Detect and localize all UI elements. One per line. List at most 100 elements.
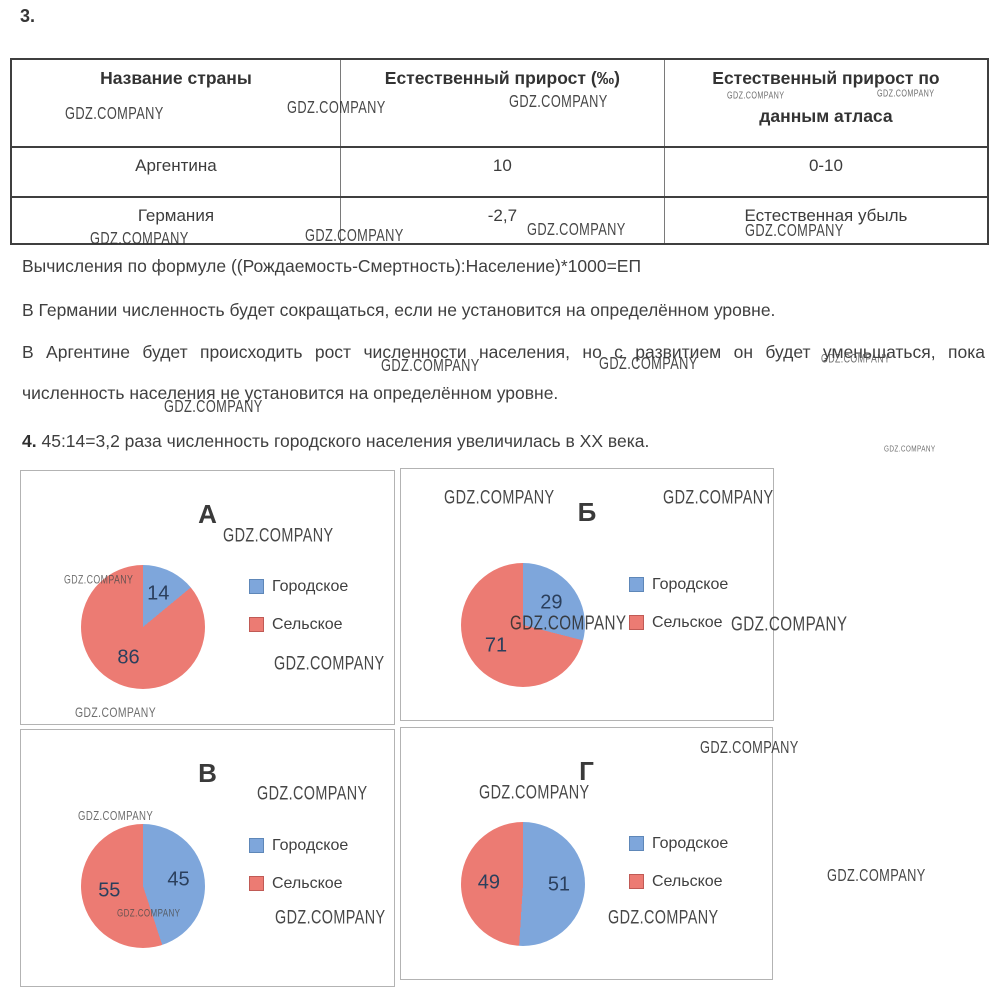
legend-label: Городское (272, 836, 349, 854)
legend-label: Сельское (272, 615, 343, 633)
table-body: Аргентина 10 0-10 Германия -2,7 Естественная … (10, 146, 989, 245)
pie-chart (461, 563, 585, 687)
watermark: GDZ.COMPANY (65, 105, 164, 124)
watermark: GDZ.COMPANY (599, 355, 698, 374)
chart-panel: Г 51 49 Городское Сельское (400, 727, 773, 980)
watermark: GDZ.COMPANY (510, 612, 627, 635)
watermark: GDZ.COMPANY (731, 613, 848, 636)
watermark: GDZ.COMPANY (444, 486, 555, 508)
watermark: GDZ.COMPANY (877, 88, 935, 99)
chart-title: А (198, 499, 217, 529)
watermark: GDZ.COMPANY (305, 227, 404, 246)
watermark: GDZ.COMPANY (608, 906, 719, 928)
watermark: GDZ.COMPANY (527, 221, 626, 240)
watermark: GDZ.COMPANY (381, 357, 480, 376)
watermark: GDZ.COMPANY (75, 704, 157, 721)
legend-item-rural: Сельское (629, 613, 728, 632)
legend-label: Сельское (652, 613, 723, 631)
watermark: GDZ.COMPANY (884, 444, 936, 454)
slice-label-rural: 86 (117, 646, 140, 669)
legend: Городское Сельское (249, 577, 348, 653)
watermark: GDZ.COMPANY (727, 90, 785, 101)
slice-label-rural: 55 (98, 879, 121, 902)
table-row: Германия -2,7 Естественная убыль (10, 196, 989, 245)
slice-label-urban: 14 (147, 582, 170, 605)
header-natural-increase: Естественный прирост (‰) (339, 58, 665, 148)
watermark: GDZ.COMPANY (257, 782, 368, 804)
header-atlas-line2: данным атласа (759, 106, 893, 126)
watermark: GDZ.COMPANY (821, 353, 891, 366)
rural-swatch-icon (249, 617, 264, 632)
slice-label-urban: 29 (540, 591, 563, 614)
urban-swatch-icon (629, 836, 644, 851)
legend-item-urban: Городское (249, 577, 348, 596)
watermark: GDZ.COMPANY (223, 524, 334, 546)
watermark: GDZ.COMPANY (164, 398, 263, 417)
slice-label-urban: 51 (547, 873, 571, 896)
urban-swatch-icon (629, 577, 644, 592)
pie-chart (461, 822, 585, 946)
table-cell: Германия (10, 196, 341, 245)
legend-label: Городское (652, 575, 729, 593)
rural-swatch-icon (249, 876, 264, 891)
watermark: GDZ.COMPANY (64, 574, 134, 587)
watermark: GDZ.COMPANY (827, 867, 926, 886)
watermark: GDZ.COMPANY (287, 99, 386, 118)
slice-label-rural: 71 (484, 634, 508, 657)
chart-panel: Б 29 71 Городское Сельское (400, 468, 774, 721)
natural-increase-table: Название страны Естественный прирост (‰)… (10, 58, 989, 245)
legend-label: Городское (652, 834, 729, 852)
table-cell: Аргентина (10, 146, 341, 198)
formula-paragraph: Вычисления по формуле ((Рождаемость-Смер… (22, 256, 642, 276)
section-3-number: 3. (20, 6, 36, 26)
item4-number: 4. (22, 431, 37, 451)
urban-swatch-icon (249, 838, 264, 853)
legend-item-urban: Городское (249, 836, 348, 855)
header-atlas-line1: Естественный прирост по (712, 68, 940, 88)
item4-paragraph: 4. 45:14=3,2 раза численность городского… (22, 421, 985, 462)
watermark: GDZ.COMPANY (117, 908, 181, 920)
legend-item-urban: Городское (629, 575, 728, 594)
watermark: GDZ.COMPANY (479, 781, 590, 803)
watermark: GDZ.COMPANY (274, 652, 385, 674)
germany-paragraph: В Германии численность будет сокращаться… (22, 300, 776, 320)
table-cell: 10 (339, 146, 665, 198)
header-country-label: Название страны (100, 68, 252, 88)
slice-label-urban: 45 (167, 868, 190, 891)
urban-swatch-icon (249, 579, 264, 594)
watermark: GDZ.COMPANY (509, 93, 608, 112)
watermark: GDZ.COMPANY (275, 906, 386, 928)
legend-item-rural: Сельское (629, 872, 728, 891)
legend-label: Сельское (652, 872, 723, 890)
slice-label-rural: 49 (477, 871, 501, 894)
legend-item-rural: Сельское (249, 615, 348, 634)
legend-label: Сельское (272, 874, 343, 892)
chart-title: Б (577, 497, 597, 527)
pie-chart (81, 565, 205, 689)
chart-panel: А 14 86 Городское Сельское (20, 470, 395, 725)
watermark: GDZ.COMPANY (700, 739, 799, 758)
watermark: GDZ.COMPANY (90, 230, 189, 249)
table-cell: 0-10 (663, 146, 989, 198)
chart-panel: В 45 55 Городское Сельское (20, 729, 395, 987)
header-natural-increase-label: Естественный прирост (‰) (384, 68, 620, 88)
table-cell: Естественная убыль (663, 196, 989, 245)
argentina-paragraph: В Аргентине будет происходить рост числе… (22, 342, 985, 403)
table-row: Аргентина 10 0-10 (10, 146, 989, 198)
table-header-row: Название страны Естественный прирост (‰)… (10, 58, 989, 148)
rural-swatch-icon (629, 615, 644, 630)
item4-text: 45:14=3,2 раза численность городского на… (41, 431, 650, 451)
legend-item-urban: Городское (629, 834, 728, 853)
chart-title: Г (579, 756, 594, 786)
header-country: Название страны (10, 58, 341, 148)
table-cell: -2,7 (339, 196, 665, 245)
watermark: GDZ.COMPANY (745, 222, 844, 241)
legend: Городское Сельское (249, 836, 348, 912)
header-atlas: Естественный прирост по данным атласа (663, 58, 989, 148)
watermark: GDZ.COMPANY (78, 808, 154, 824)
watermark: GDZ.COMPANY (663, 486, 774, 508)
legend-item-rural: Сельское (249, 874, 348, 893)
legend-label: Городское (272, 577, 349, 595)
rural-swatch-icon (629, 874, 644, 889)
